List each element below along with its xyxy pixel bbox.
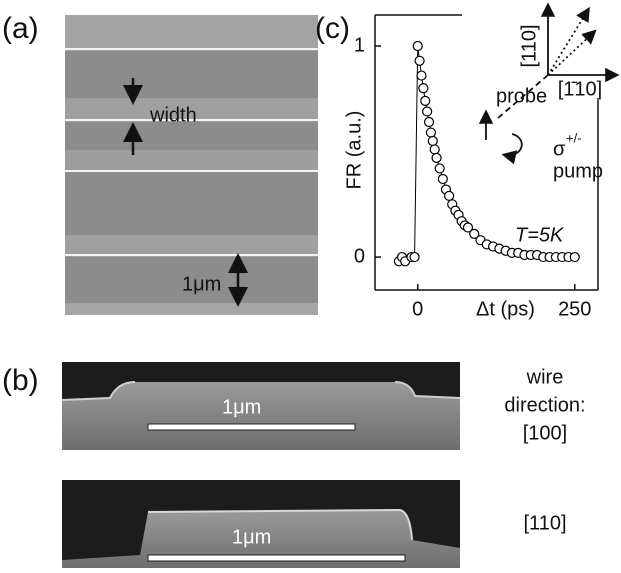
sigma-label: σ xyxy=(553,138,566,160)
data-point xyxy=(423,107,432,116)
data-point xyxy=(445,191,454,200)
data-point xyxy=(410,253,419,262)
panel-label: (c) xyxy=(315,12,350,45)
x-axis-label: Δt (ps) xyxy=(476,298,535,320)
width-label: width xyxy=(149,104,197,126)
pump-label: pump xyxy=(553,160,603,182)
figure: (a) width 1μm (b) 1μm 1μm wire direction… xyxy=(0,0,621,573)
direction-label: [1̄10] xyxy=(558,78,602,100)
direction-label: [110] xyxy=(518,25,540,68)
y-tick-label: 1 xyxy=(354,34,365,56)
x-tick-label: 250 xyxy=(558,298,591,320)
data-point xyxy=(417,71,426,80)
direction-label: [110] xyxy=(524,512,567,534)
direction-label: wire xyxy=(526,366,564,388)
direction-label: [100] xyxy=(523,422,567,444)
y-axis-label: FR (a.u.) xyxy=(343,111,365,190)
data-point xyxy=(570,253,579,262)
scale-label: 1μm xyxy=(222,396,261,418)
data-point xyxy=(425,118,434,127)
scale-label: 1μm xyxy=(182,273,221,295)
scale-label: 1μm xyxy=(232,526,271,548)
x-tick-label: 0 xyxy=(412,298,423,320)
data-point xyxy=(421,96,430,105)
direction-label: direction: xyxy=(504,394,585,416)
sem-image-b-bottom xyxy=(62,480,460,568)
data-point xyxy=(430,145,439,154)
temperature-label: T=5K xyxy=(515,224,565,246)
panel-label: (a) xyxy=(2,12,39,45)
data-point xyxy=(413,42,422,51)
sem-image-a xyxy=(65,15,318,315)
data-point xyxy=(428,136,437,145)
data-point xyxy=(438,174,447,183)
probe-label: probe xyxy=(496,85,547,107)
data-point xyxy=(435,164,444,173)
data-point xyxy=(426,128,435,137)
y-tick-label: 0 xyxy=(354,245,365,267)
data-point xyxy=(415,56,424,65)
page: {"panels": { "a": {"label": "(a)", "widt… xyxy=(0,0,621,573)
data-point xyxy=(419,84,428,93)
sigma-superscript: +/- xyxy=(566,130,582,145)
data-point xyxy=(432,153,441,162)
panel-label: (b) xyxy=(2,364,39,397)
